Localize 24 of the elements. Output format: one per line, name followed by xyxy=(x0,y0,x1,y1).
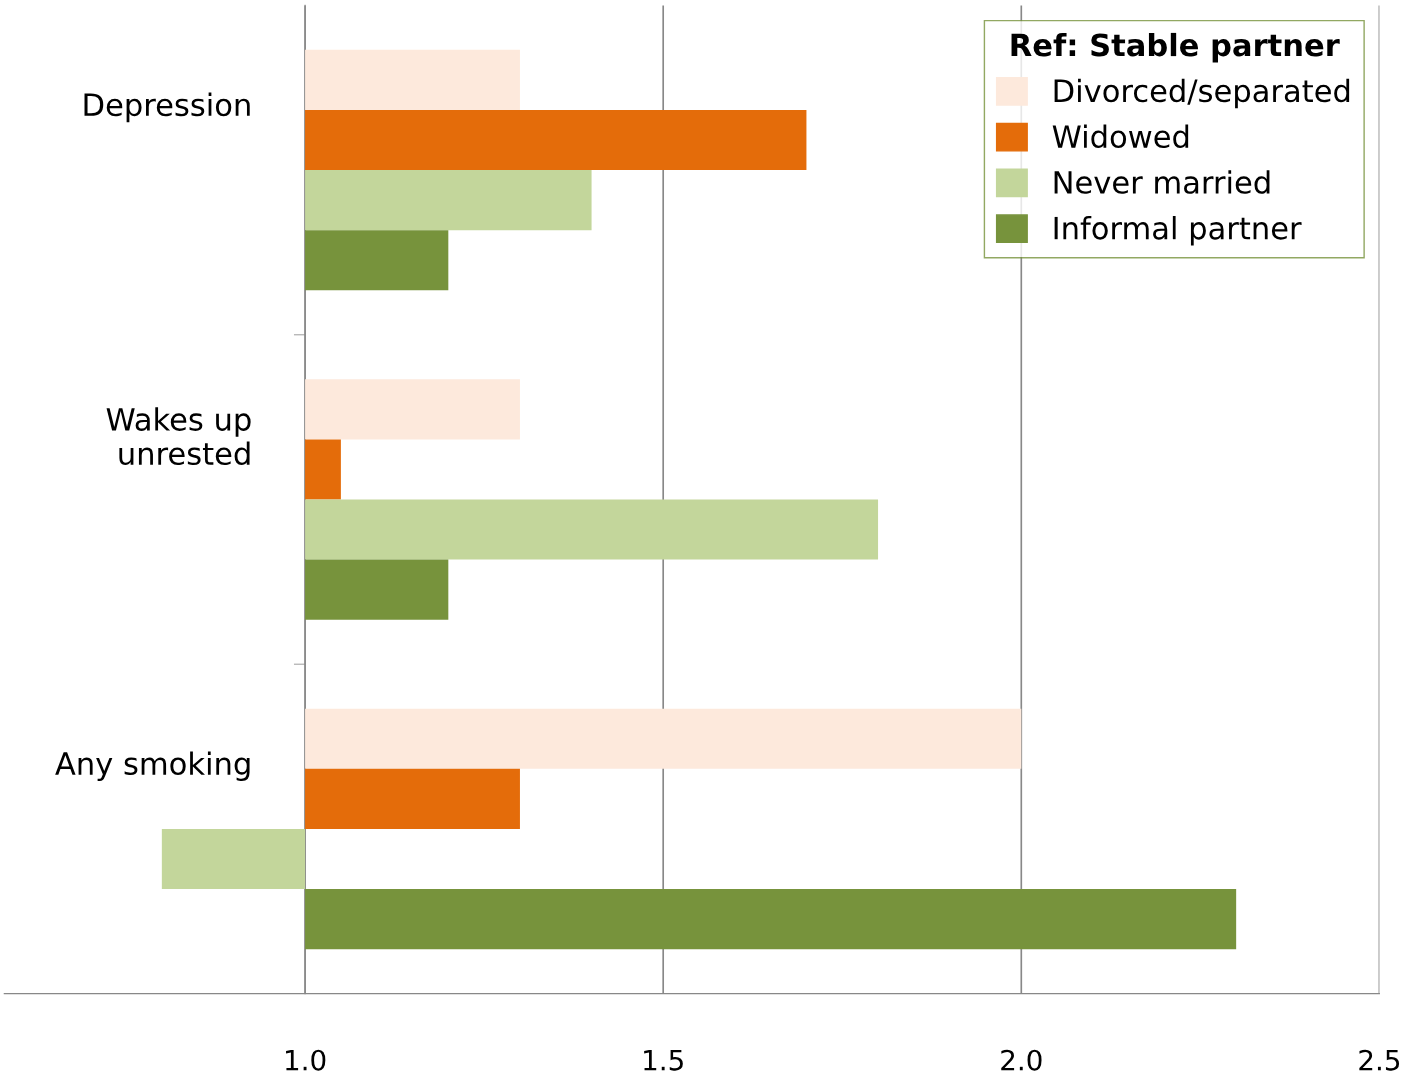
legend-label: Widowed xyxy=(1052,124,1189,149)
bar xyxy=(305,230,449,291)
bar xyxy=(305,109,807,171)
x-tick-label: 2.0 xyxy=(1001,1049,1042,1071)
legend-label: Never married xyxy=(1054,170,1270,194)
y-tick-label: Depression xyxy=(84,92,250,123)
x-tick-label: 1.5 xyxy=(644,1050,683,1071)
x-tick-label: 1.0 xyxy=(286,1049,326,1071)
legend-title: Ref: Stable partner xyxy=(1011,32,1340,63)
legend-label: Informal partner xyxy=(1054,215,1302,246)
bar xyxy=(305,768,520,829)
x-tick-label: 2.5 xyxy=(1359,1049,1400,1071)
bar xyxy=(161,828,306,890)
bar xyxy=(305,559,449,620)
y-tick-label: Any smoking xyxy=(55,751,250,781)
bar xyxy=(305,49,520,110)
y-tick-label: Wakes up unrested xyxy=(106,407,251,466)
legend-label: Divorced/separated xyxy=(1054,78,1350,109)
bar xyxy=(305,889,1237,950)
bar xyxy=(305,499,879,560)
bar xyxy=(305,708,1022,769)
bar xyxy=(305,170,592,231)
bar xyxy=(305,379,520,440)
bar xyxy=(305,439,341,500)
